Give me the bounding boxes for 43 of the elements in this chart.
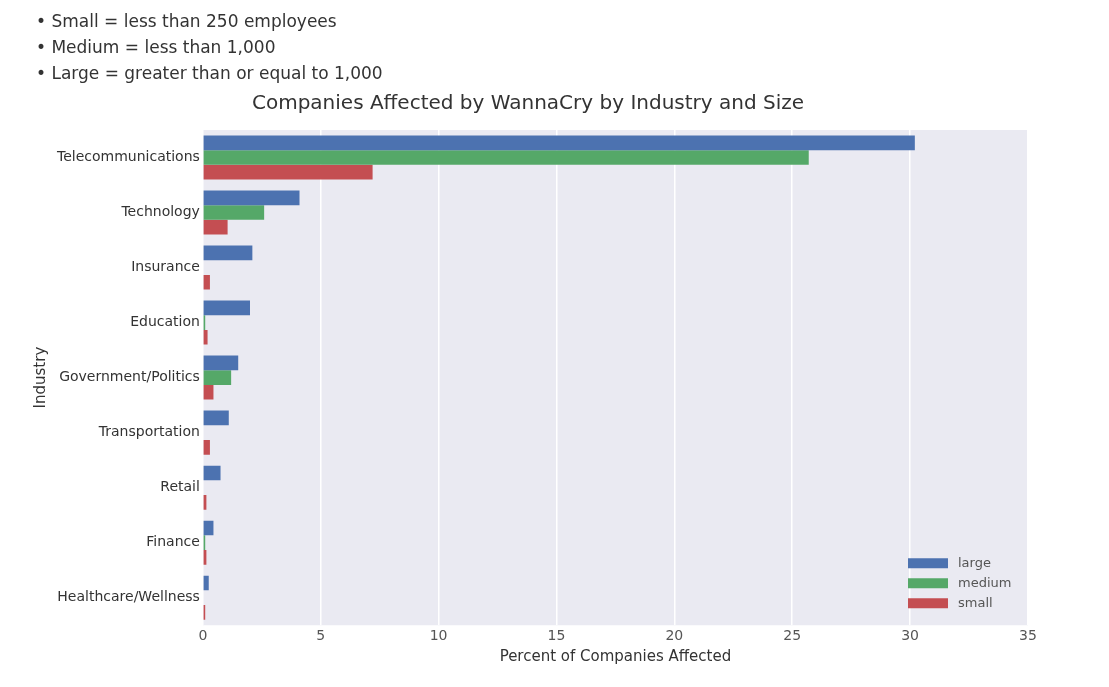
bar [203,274,210,290]
y-tick-label: Education [130,313,200,330]
bar [203,329,208,345]
legend-label: medium [958,574,1012,590]
x-tick-label: 15 [547,627,566,644]
y-tick-label: Government/Politics [59,368,200,385]
x-tick-label: 35 [1019,627,1037,644]
text: • Small = less than 250 employees [36,10,338,33]
legend-label: large [958,554,991,570]
bar [203,355,239,371]
y-tick-label: Telecommunications [55,148,200,165]
x-tick-label: 25 [783,627,802,644]
bar [203,384,214,400]
bar [203,370,232,385]
bar [203,410,229,426]
y-tick-label: Insurance [131,258,200,275]
bar [203,219,228,235]
bar [203,205,265,220]
x-tick-label: 5 [316,627,326,644]
bar [203,150,809,165]
x-tick-label: 30 [901,627,920,644]
x-tick-label: 20 [665,627,684,644]
bar [203,465,221,481]
x-axis-title: Percent of Companies Affected [499,646,732,665]
bar [203,439,210,455]
bar [203,135,915,151]
chart-title: Companies Affected by WannaCry by Industry and Size [251,90,805,115]
y-tick-label: Technology [120,203,200,220]
text: • Medium = less than 1,000 [36,36,277,59]
text: • Large = greater than or equal to 1,000 [36,62,384,85]
legend-label: small [958,594,993,610]
y-tick-label: Transportation [97,423,200,440]
y-tick-label: Finance [146,533,200,550]
y-tick-label: Retail [160,478,200,495]
bar [203,245,253,261]
y-tick-label: Healthcare/Wellness [57,588,200,605]
bar [203,575,209,591]
x-tick-label: 10 [429,627,448,644]
bar [203,190,300,206]
y-axis-title: Industry [30,346,49,409]
x-tick-label: 0 [198,627,208,644]
bar [203,300,250,316]
bar [203,164,373,180]
